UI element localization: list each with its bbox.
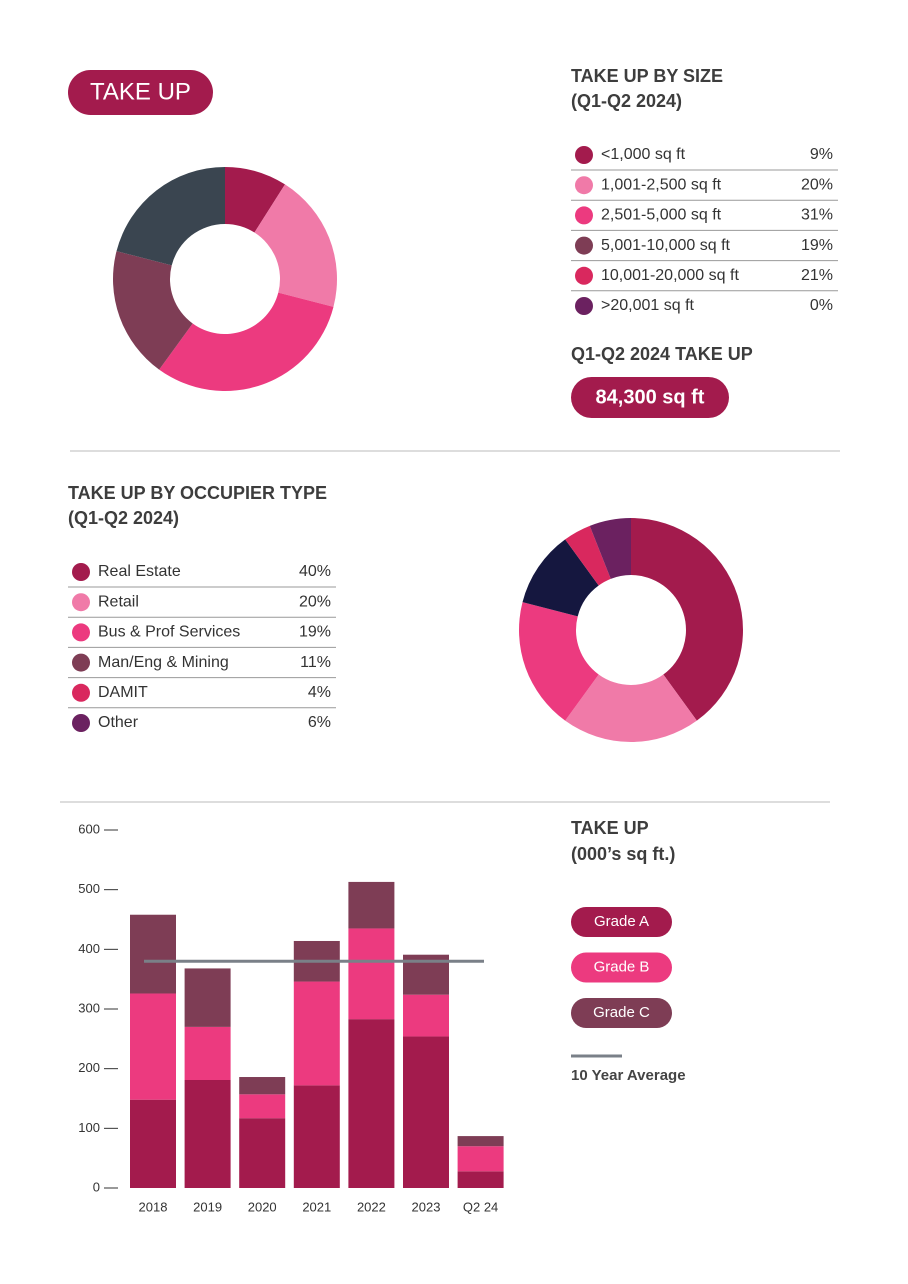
donut-slice — [565, 674, 697, 743]
y-tick-label: 500 — [78, 881, 100, 896]
total-value: 84,300 sq ft — [596, 386, 705, 408]
legend-value: 9% — [810, 146, 833, 163]
donut-slice — [589, 518, 631, 579]
legend-dot — [72, 563, 90, 581]
donut-slice — [522, 539, 599, 617]
bar-segment — [457, 1136, 504, 1147]
chart-subtitle: (000’s sq ft.) — [571, 844, 675, 864]
bar-segment — [293, 1085, 340, 1188]
chart-title: TAKE UP BY OCCUPIER TYPE — [68, 483, 327, 503]
bar-segment — [403, 1036, 449, 1188]
chart-subtitle: (Q1-Q2 2024) — [571, 91, 682, 111]
legend-label: 1,001-2,500 sq ft — [601, 176, 722, 193]
legend-pill — [571, 998, 672, 1028]
x-tick-label: 2018 — [139, 1199, 168, 1214]
donut-slice — [254, 184, 337, 307]
donut-slice — [116, 167, 225, 266]
y-tick-label: 100 — [78, 1120, 100, 1135]
bar-segment — [403, 994, 449, 1037]
legend-label: 10 Year Average — [571, 1067, 686, 1084]
legend-value: 40% — [299, 563, 331, 580]
donut-slice — [565, 525, 611, 586]
x-tick-label: 2020 — [248, 1199, 277, 1214]
bar-segment — [184, 1080, 231, 1188]
y-tick-label: 200 — [78, 1060, 100, 1075]
legend-dot — [72, 593, 90, 612]
donut-slice — [159, 292, 334, 392]
legend-value: 20% — [299, 593, 331, 610]
legend-value: 20% — [801, 176, 833, 193]
legend-dot — [575, 176, 593, 195]
x-tick-label: 2019 — [193, 1199, 222, 1214]
legend-value: 11% — [300, 654, 331, 671]
bar-segment — [293, 981, 340, 1086]
donut-slice — [113, 251, 193, 370]
chart-title: TAKE UP BY SIZE — [571, 66, 723, 86]
bar-segment — [239, 1118, 286, 1188]
legend-label: <1,000 sq ft — [601, 146, 686, 163]
legend-label: DAMIT — [98, 684, 148, 701]
bar-segment — [348, 928, 395, 1020]
donut-slice — [225, 167, 286, 233]
x-tick-label: 2022 — [357, 1199, 386, 1214]
legend-value: 21% — [801, 267, 833, 284]
header-pill — [68, 70, 213, 115]
legend-value: 6% — [308, 714, 331, 731]
legend-label: Other — [98, 714, 139, 731]
total-label: Q1-Q2 2024 TAKE UP — [571, 344, 753, 364]
legend-value: 19% — [299, 624, 331, 641]
legend-dot — [575, 236, 593, 255]
bar-segment — [239, 1094, 286, 1119]
y-tick-label: 300 — [78, 1000, 100, 1015]
legend-pill — [571, 952, 672, 983]
bar-segment — [184, 968, 231, 1027]
legend-label: 10,001-20,000 sq ft — [601, 267, 739, 284]
legend-value: 0% — [810, 297, 833, 314]
legend-label: Grade A — [594, 913, 649, 930]
legend-dot — [72, 683, 90, 702]
legend-label: Man/Eng & Mining — [98, 654, 229, 671]
legend-dot — [72, 714, 90, 732]
chart-title: TAKE UP — [571, 818, 649, 838]
bar-segment — [130, 993, 176, 1100]
y-tick-label: 400 — [78, 941, 100, 956]
legend-label: Retail — [98, 593, 139, 610]
legend-label: 5,001-10,000 sq ft — [601, 237, 731, 254]
legend-label: 2,501-5,000 sq ft — [601, 207, 722, 224]
bar-segment — [457, 1171, 504, 1188]
header-title: TAKE UP — [90, 78, 191, 105]
bar-segment — [239, 1077, 286, 1095]
x-tick-label: 2023 — [412, 1199, 441, 1214]
bar-segment — [130, 1099, 176, 1188]
y-tick-label: 600 — [78, 821, 100, 836]
x-tick-label: 2021 — [302, 1199, 331, 1214]
y-tick-label: 0 — [93, 1179, 100, 1194]
total-pill — [571, 377, 729, 418]
chart-subtitle: (Q1-Q2 2024) — [68, 508, 179, 528]
legend-dot — [72, 653, 90, 672]
legend-value: 4% — [308, 684, 331, 701]
legend-label: >20,001 sq ft — [601, 297, 695, 314]
x-tick-label: Q2 24 — [463, 1199, 498, 1214]
legend-dot — [72, 623, 90, 642]
bar-segment — [184, 1026, 231, 1081]
legend-value: 31% — [801, 207, 833, 224]
donut-slice — [631, 518, 744, 721]
legend-dot — [575, 206, 593, 225]
bar-segment — [348, 881, 395, 929]
bar-segment — [348, 1019, 395, 1188]
bar-segment — [130, 914, 176, 994]
legend-pill — [571, 907, 672, 937]
donut-slice — [519, 602, 599, 721]
legend-dot — [575, 146, 593, 164]
legend-dot — [575, 266, 593, 285]
bar-segment — [457, 1146, 504, 1172]
legend-value: 19% — [801, 237, 833, 254]
legend-label: Grade B — [594, 958, 650, 975]
legend-dot — [575, 297, 593, 315]
legend-label: Grade C — [593, 1004, 650, 1021]
legend-label: Bus & Prof Services — [98, 624, 240, 641]
legend-label: Real Estate — [98, 563, 181, 580]
